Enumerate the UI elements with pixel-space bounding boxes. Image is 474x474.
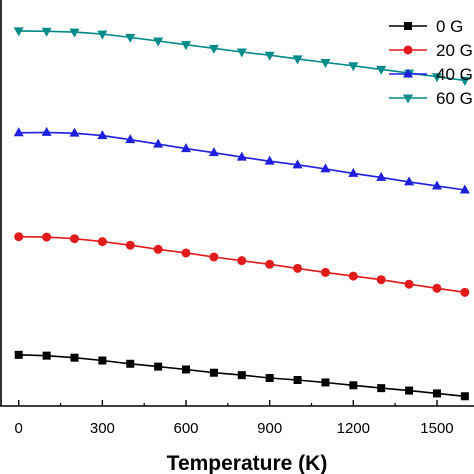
data-point: [264, 51, 275, 61]
series-1: [14, 232, 470, 297]
legend-label: 0 G: [436, 17, 463, 36]
data-point: [69, 28, 80, 38]
data-point: [321, 378, 330, 387]
data-point: [376, 171, 387, 181]
data-point: [348, 62, 359, 72]
data-point: [208, 147, 219, 157]
data-point: [404, 176, 415, 186]
data-point: [97, 130, 108, 140]
x-axis-label: Temperature (K): [167, 452, 328, 474]
data-point: [293, 376, 302, 385]
data-point: [125, 33, 136, 43]
data-point: [460, 392, 469, 401]
data-point: [320, 267, 330, 277]
legend-item: 20 G: [389, 41, 473, 60]
legend-marker: [404, 22, 412, 30]
data-point: [431, 180, 442, 190]
data-point: [265, 259, 275, 269]
data-point: [431, 73, 442, 83]
data-point: [265, 373, 274, 382]
data-point: [98, 356, 107, 365]
x-tick-label: 1500: [420, 420, 453, 437]
data-point: [348, 271, 358, 281]
data-point: [153, 37, 164, 47]
x-tick-label: 1200: [337, 420, 370, 437]
data-point: [41, 27, 52, 37]
data-point: [292, 55, 303, 65]
x-tick-label: 0: [15, 420, 23, 437]
legend-item: 60 G: [389, 89, 473, 108]
data-point: [320, 59, 331, 69]
data-point: [42, 351, 51, 360]
data-point: [153, 138, 164, 148]
data-point: [13, 27, 24, 37]
data-point: [97, 237, 107, 247]
x-tick-label: 600: [174, 420, 199, 437]
data-point: [432, 389, 441, 398]
data-point: [153, 244, 163, 254]
data-point: [154, 362, 163, 371]
data-point: [208, 44, 219, 54]
series-3: [13, 27, 470, 86]
data-point: [377, 384, 386, 393]
data-point: [69, 127, 80, 137]
data-point: [69, 234, 79, 244]
legend-item: 0 G: [389, 17, 463, 36]
legend-marker: [403, 94, 413, 104]
data-point: [70, 353, 79, 362]
legend: 0 G 20 G 40 G 60 G: [389, 17, 473, 108]
series-line-2: [18, 131, 465, 191]
data-point: [320, 163, 331, 173]
data-point: [376, 65, 387, 75]
data-point: [125, 240, 135, 250]
legend-marker: [403, 68, 413, 78]
data-point: [459, 76, 470, 86]
data-point: [97, 30, 108, 40]
data-point: [236, 48, 247, 58]
data-point: [293, 263, 303, 273]
data-point: [181, 41, 192, 51]
series-0: [14, 350, 469, 401]
data-point: [237, 371, 246, 380]
data-point: [126, 359, 135, 368]
data-point: [264, 155, 275, 165]
series-2: [13, 126, 470, 194]
data-point: [125, 134, 136, 144]
data-point: [292, 159, 303, 169]
data-point: [376, 275, 386, 285]
data-point: [348, 167, 359, 177]
legend-item: 40 G: [389, 65, 473, 84]
data-point: [236, 151, 247, 161]
data-point: [460, 287, 470, 297]
data-point: [41, 126, 52, 136]
axes: 0 300 600 900 1200 1500: [0, 0, 474, 437]
legend-marker: [403, 45, 413, 55]
data-point: [459, 184, 470, 194]
legend-label: 60 G: [436, 89, 473, 108]
data-point: [182, 365, 191, 374]
data-point: [42, 232, 52, 242]
legend-label: 20 G: [436, 41, 473, 60]
data-point: [209, 368, 218, 377]
data-point: [181, 248, 191, 258]
data-point: [404, 279, 414, 289]
data-point: [209, 252, 219, 262]
data-point: [181, 143, 192, 153]
x-tick-label: 900: [257, 420, 282, 437]
data-point: [237, 256, 247, 266]
data-point: [349, 381, 358, 390]
plot-area: [13, 27, 470, 401]
legend-label: 40 G: [436, 65, 473, 84]
data-point: [13, 127, 24, 137]
data-point: [405, 386, 414, 395]
data-point: [432, 283, 442, 293]
data-point: [14, 232, 24, 242]
x-tick-label: 300: [90, 420, 115, 437]
data-point: [14, 350, 23, 359]
